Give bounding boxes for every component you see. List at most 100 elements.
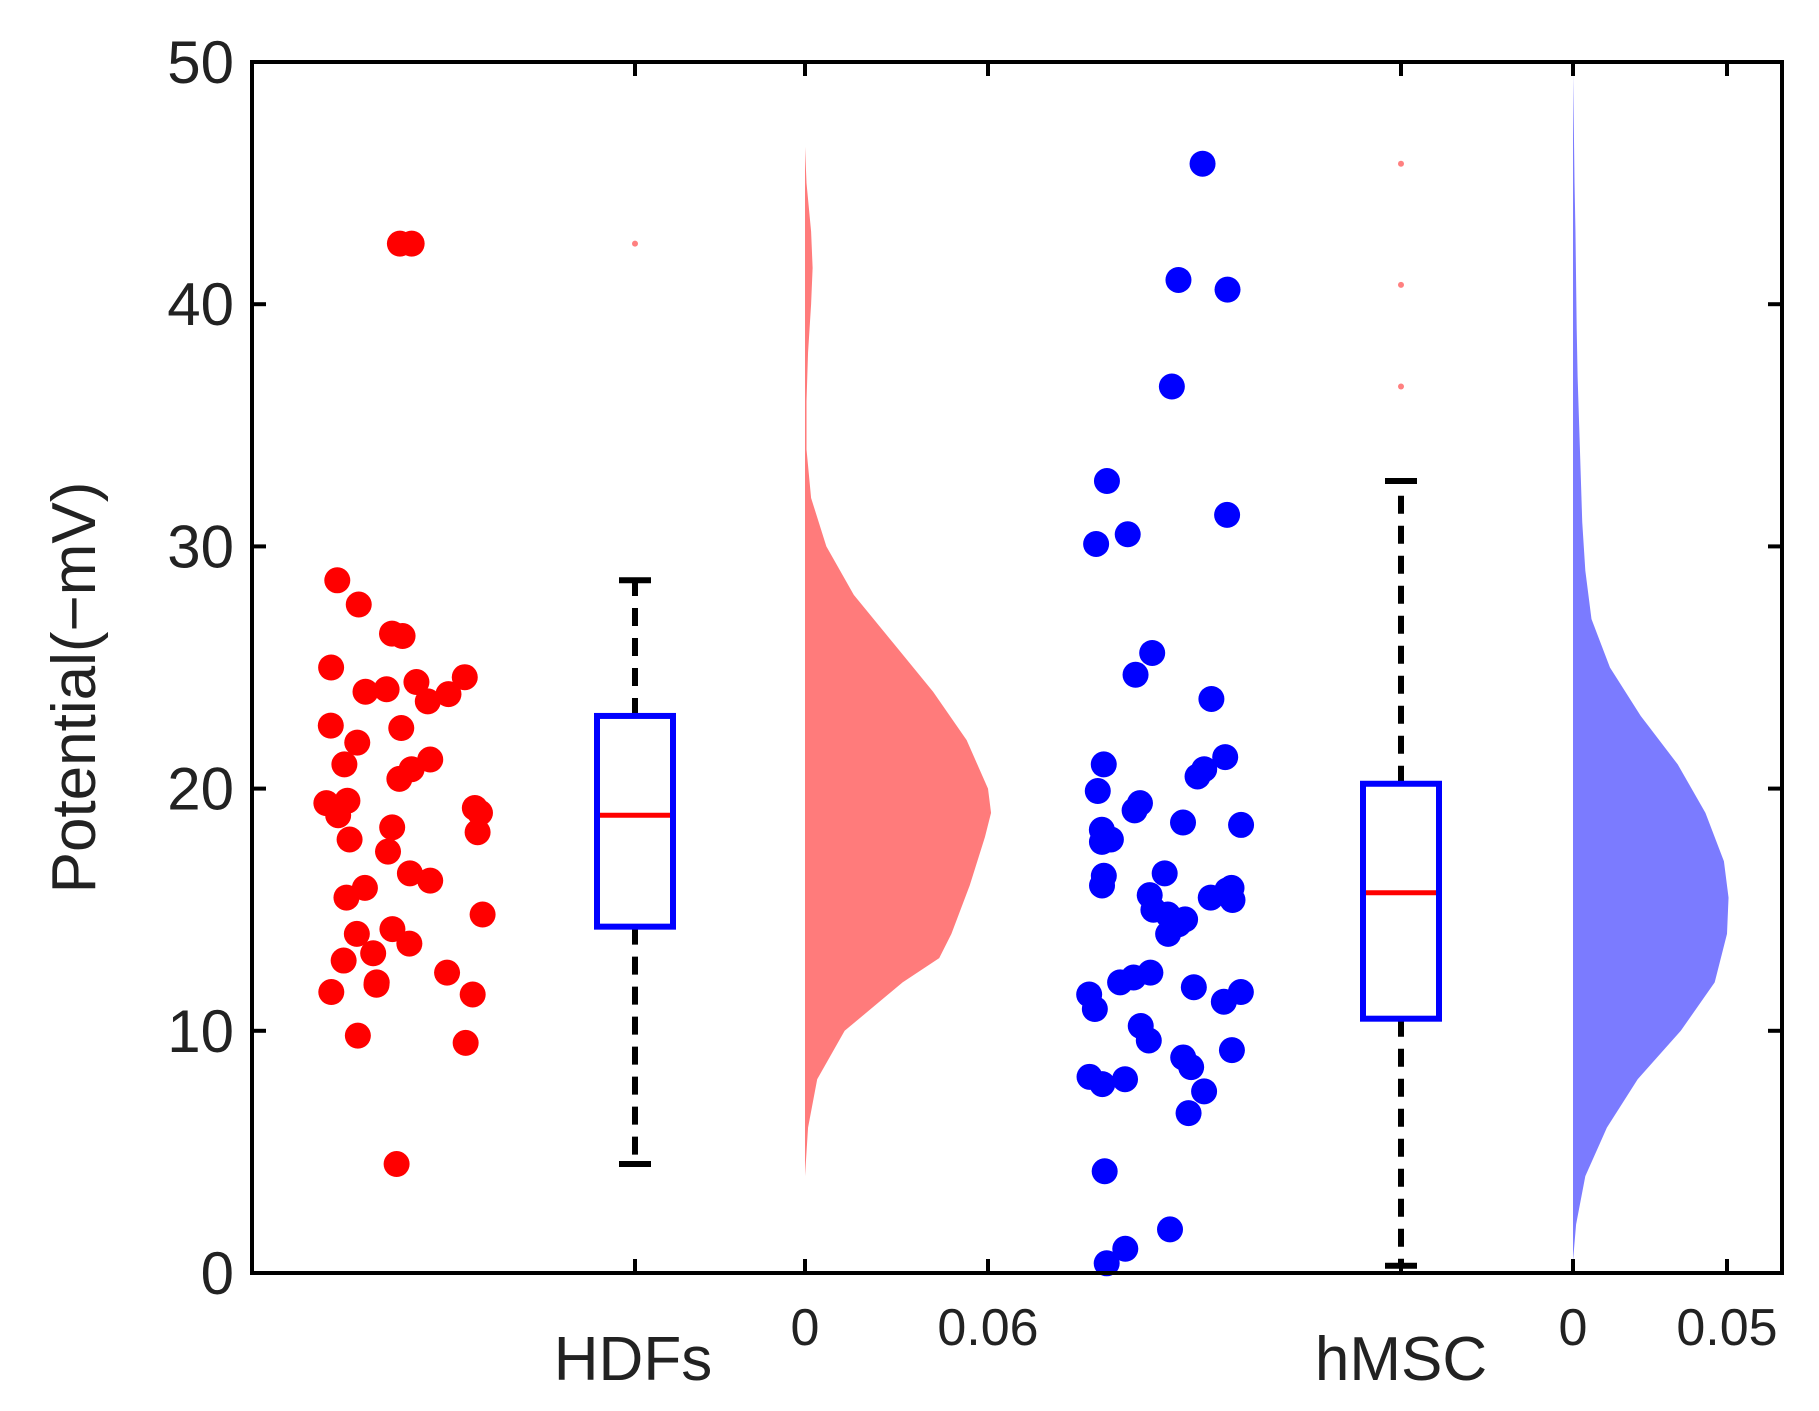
data-point [318,979,345,1006]
data-point [1197,884,1224,911]
density-cloud [1573,74,1729,1261]
data-point [324,567,351,594]
data-point [1091,1158,1118,1185]
box-iqr [594,712,676,930]
data-point [325,802,352,829]
data-point [363,971,390,998]
data-point [464,819,491,846]
data-point [466,799,493,826]
data-point [344,729,371,756]
data-point [1093,468,1120,495]
data-point [1170,809,1197,836]
y-tick-label: 20 [167,756,234,823]
data-point [379,916,406,943]
data-point [1090,751,1117,778]
density-tick-label: 0 [791,1299,820,1357]
data-point [1184,763,1211,790]
y-tick-label: 30 [167,513,234,580]
data-point [398,230,425,257]
data-point [1228,811,1255,838]
axis-ticks: 0 10 20 30 40 50 HDFs 0 0.06 hMSC 0 0.05 [167,29,1782,1394]
data-point [386,765,413,792]
data-point [1178,1054,1205,1081]
data-point [396,860,423,887]
data-point [1122,661,1149,688]
data-point [1219,887,1246,914]
data-point [336,826,363,853]
data-point [1210,988,1237,1015]
outlier-marker [1398,160,1404,167]
data-point [1165,266,1192,293]
data-point [396,930,423,957]
data-point [1214,501,1241,528]
data-point [1107,969,1134,996]
y-axis-label: Potential(−mV) [40,482,109,894]
data-point [1081,996,1108,1023]
data-point [1089,872,1116,899]
data-point [1093,1250,1120,1277]
data-point [1114,521,1141,548]
data-point [459,981,486,1008]
y-tick-label: 10 [167,998,234,1065]
data-point [360,940,387,967]
data-point [414,688,441,715]
axes-frame [250,60,1784,1275]
y-tick-label: 0 [201,1240,234,1307]
data-point [1180,974,1207,1001]
data-point [1135,1027,1162,1054]
data-point [345,591,372,618]
data-point [434,959,461,986]
outlier-marker [632,240,638,247]
group-label: HDFs [554,1325,712,1394]
data-point [1155,920,1182,947]
data-point [469,901,496,928]
data-point [352,678,379,705]
y-tick-label: 40 [167,271,234,338]
data-point [375,838,402,865]
density-tick-label: 0 [1559,1299,1588,1357]
data-point [1212,744,1239,771]
density-cloud [805,146,992,1177]
data-point [344,1022,371,1049]
data-point [1191,1078,1218,1105]
data-point [1157,1216,1184,1243]
data-point [1112,1235,1139,1262]
outlier-marker [1398,383,1404,390]
data-point [317,712,344,739]
data-point [1158,373,1185,400]
density-tick-label: 0.06 [937,1299,1038,1357]
data-point [451,664,478,691]
y-tick-label: 50 [167,29,234,96]
data-point [435,681,462,708]
data-point [1121,797,1148,824]
data-point [333,884,360,911]
data-point [1218,1037,1245,1064]
data-point [1084,778,1111,805]
data-point [388,715,415,742]
data-point [403,669,430,696]
density-tick-label: 0.05 [1676,1299,1777,1357]
data-point [1189,150,1216,177]
data-point [373,676,400,703]
data-point [383,1151,410,1178]
data-point [343,920,370,947]
data-point [1214,276,1241,303]
data-point [1151,860,1178,887]
data-point [379,814,406,841]
data-point [1089,1071,1116,1098]
box-iqr [1360,780,1442,1022]
data-point [331,751,358,778]
group-label: hMSC [1315,1325,1487,1394]
plot-area [313,74,1729,1277]
data-point [318,654,345,681]
data-point [417,867,444,894]
data-point [330,947,357,974]
data-point [1112,1066,1139,1093]
data-point [1139,639,1166,666]
data-point [1198,685,1225,712]
outlier-marker [1398,281,1404,288]
data-point [389,623,416,650]
data-point [1175,1100,1202,1127]
data-point [452,1029,479,1056]
